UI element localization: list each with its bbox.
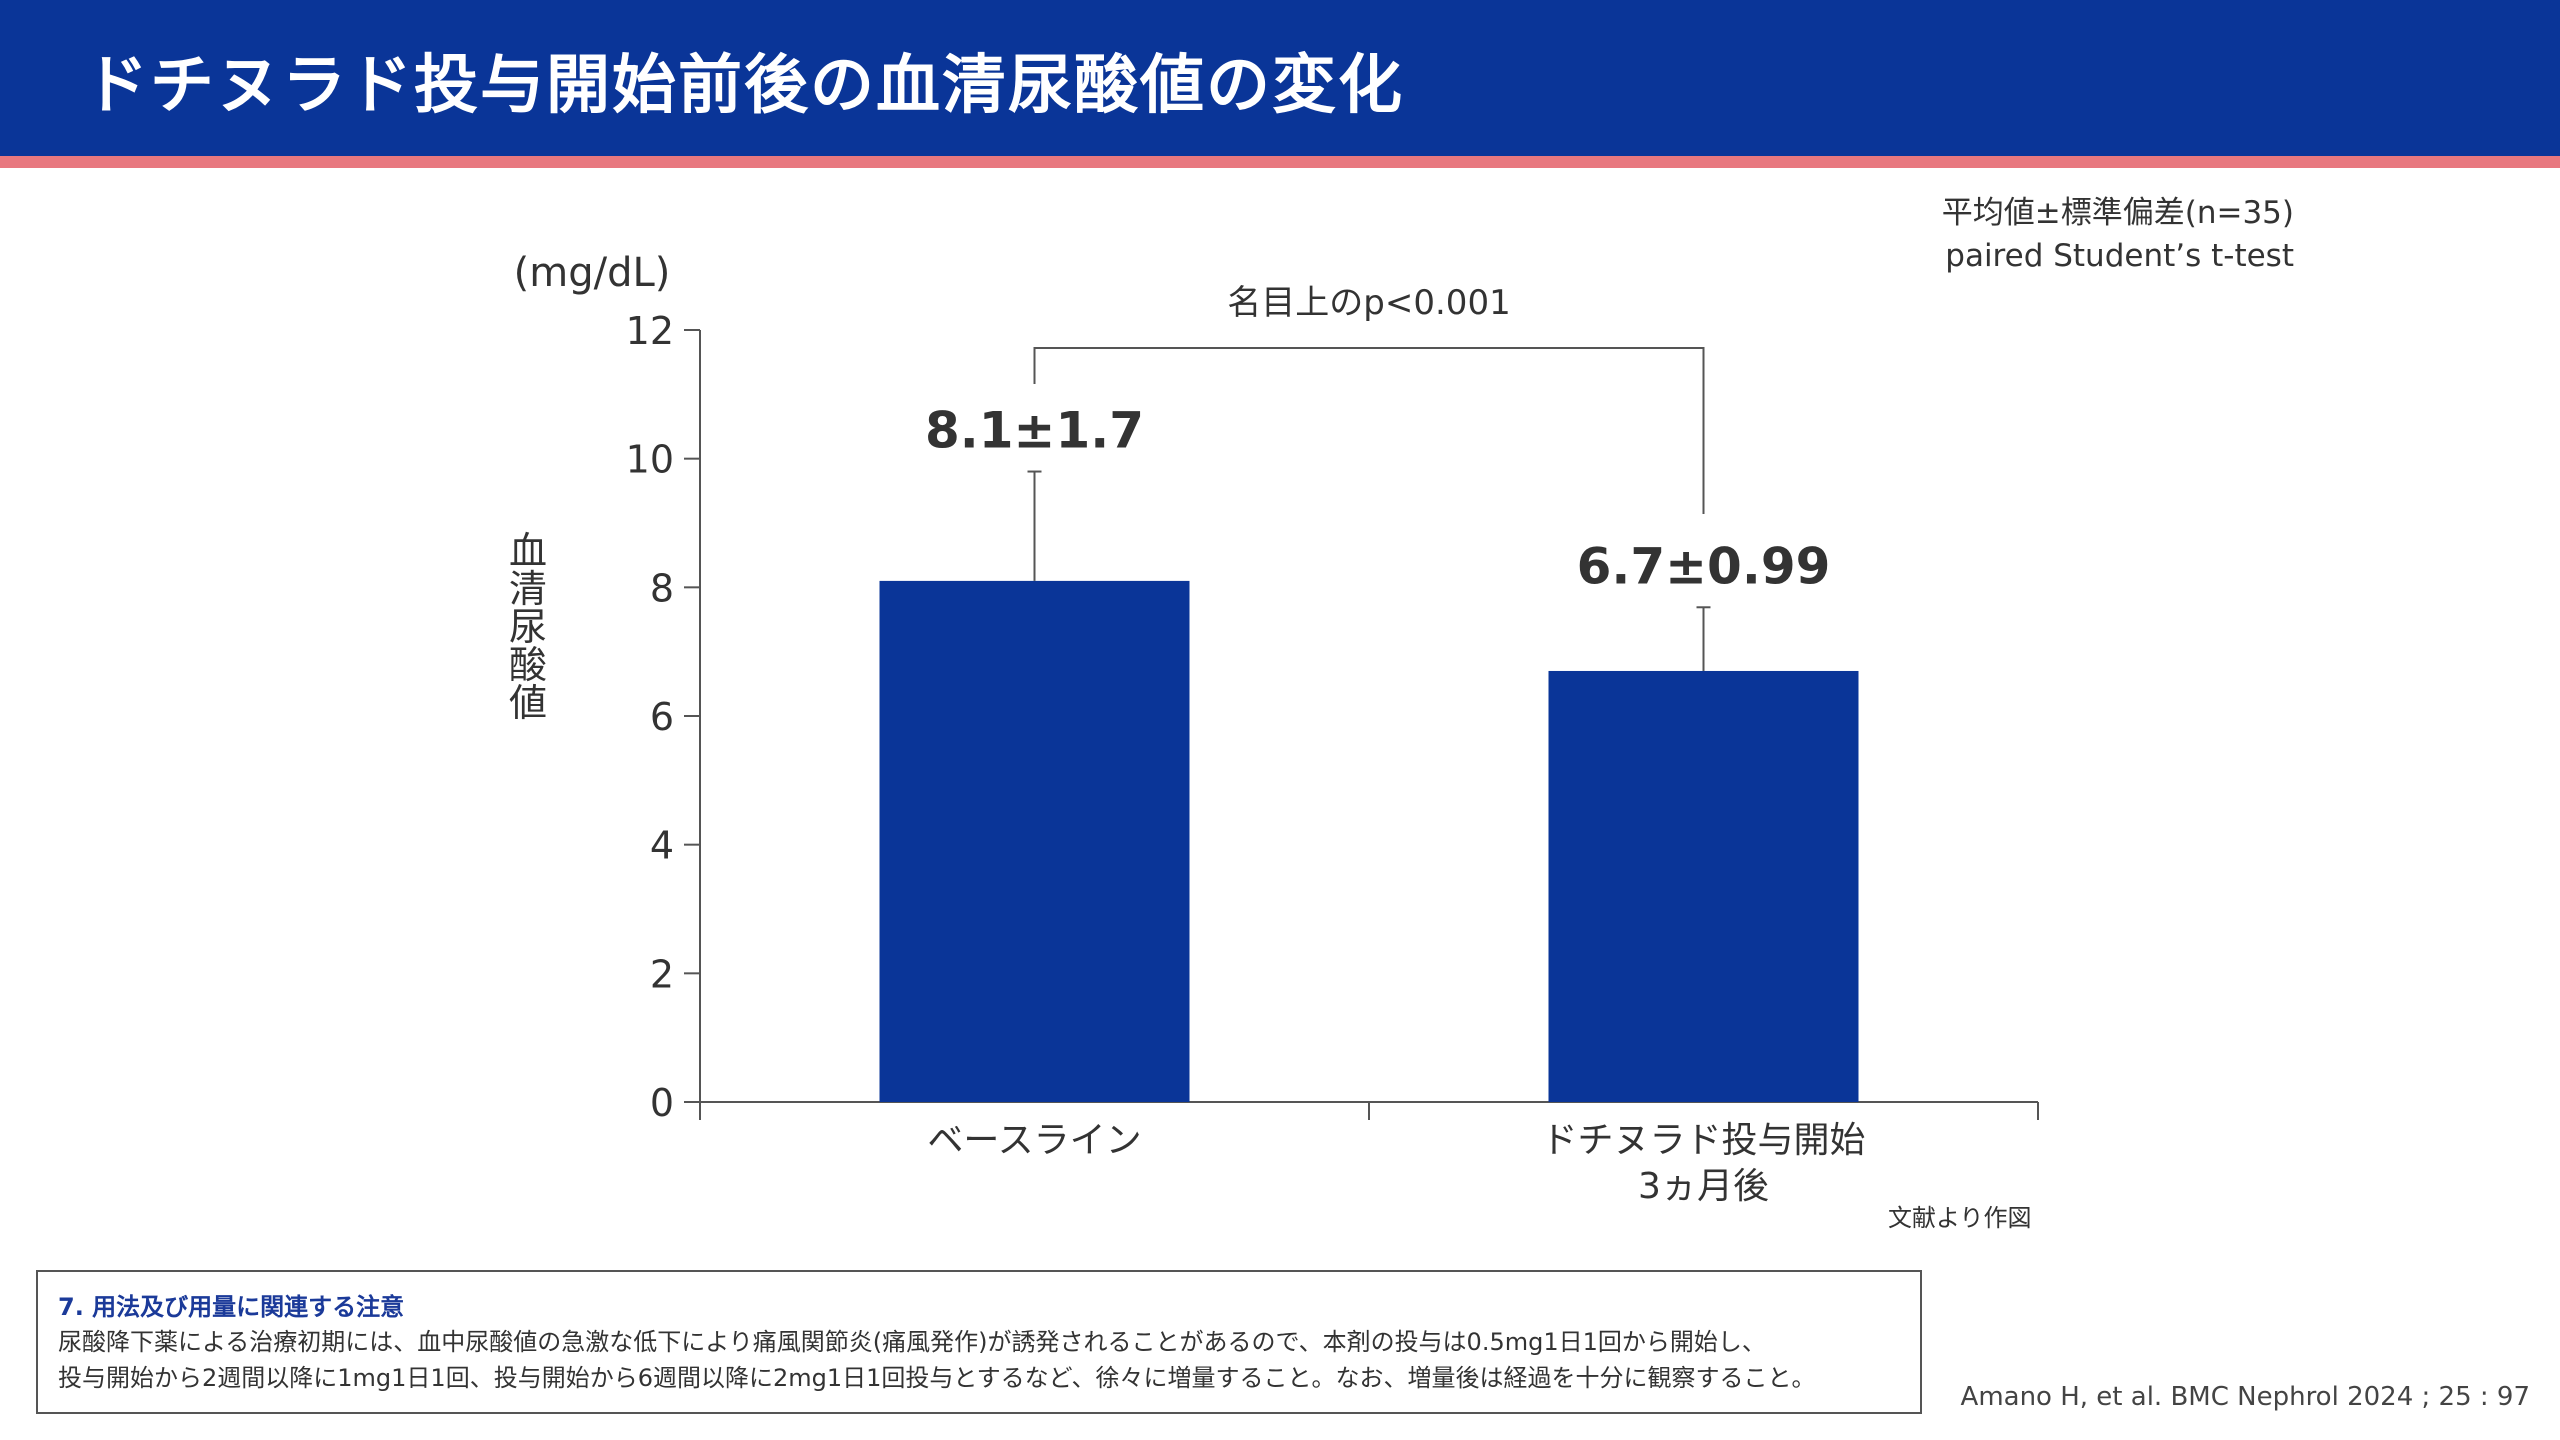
- significance-bracket: [1033, 347, 1705, 514]
- precaution-text-line-1: 尿酸降下薬による治療初期には、血中尿酸値の急激な低下により痛風関節炎(痛風発作)…: [58, 1328, 1766, 1356]
- stats-note: 平均値±標準偏差(n=35) paired Student’s t-test: [1942, 192, 2294, 278]
- x-tick-label-line: ドチヌラド投与開始: [1541, 1120, 1865, 1161]
- x-tick-label: ドチヌラド投与開始 3ヵ月後: [1541, 1120, 1865, 1207]
- page-title: ドチヌラド投与開始前後の血清尿酸値の変化: [84, 49, 1404, 123]
- y-tick-label: 8: [650, 566, 674, 610]
- x-tick-label-line: 3ヵ月後: [1638, 1166, 1769, 1207]
- y-tick-label: 4: [650, 824, 674, 868]
- bar: [1548, 670, 1859, 1102]
- title-bar: ドチヌラド投与開始前後の血清尿酸値の変化: [0, 0, 2560, 156]
- y-tick-label: 0: [650, 1081, 674, 1125]
- stats-note-summary: 平均値±標準偏差(n=35): [1941, 195, 2294, 231]
- precaution-box: 7. 用法及び用量に関連する注意 尿酸降下薬による治療初期には、血中尿酸値の急激…: [36, 1270, 1922, 1414]
- y-axis-label-char: 血: [509, 529, 547, 573]
- y-axis-label-char: 値: [509, 681, 547, 725]
- y-tick-label: 2: [650, 952, 674, 996]
- bar: [879, 580, 1190, 1102]
- accent-stripe: [0, 156, 2560, 168]
- significance-label: 名目上のp<0.001: [1227, 283, 1510, 323]
- y-tick-label: 6: [650, 695, 674, 739]
- stats-note-test: paired Student’s t-test: [1945, 238, 2294, 274]
- x-tick-label-line: ベースライン: [927, 1120, 1141, 1161]
- y-tick-label: 10: [626, 438, 674, 482]
- chart-bars: [879, 470, 1859, 1102]
- chart-axes: 0 2 4 6 8 10 12 ベースライン ドチヌラド投与開始 3ヵ月後: [626, 309, 2039, 1207]
- y-tick-label: 12: [626, 309, 674, 353]
- y-axis-label: 血清尿酸値: [509, 529, 547, 725]
- source-note: 文献より作図: [1888, 1204, 2032, 1232]
- citation: Amano H, et al. BMC Nephrol 2024 ; 25 : …: [1960, 1382, 2530, 1412]
- y-axis-label-char: 清: [509, 567, 547, 611]
- y-axis-label-char: 尿: [509, 605, 547, 649]
- y-unit-label: (mg/dL): [514, 250, 671, 296]
- data-label: 8.1±1.7: [925, 402, 1144, 460]
- data-label: 6.7±0.99: [1577, 537, 1831, 595]
- precaution-text-line-2: 投与開始から2週間以降に1mg1日1回、投与開始から6週間以降に2mg1日1回投…: [58, 1364, 1816, 1392]
- precaution-heading: 7. 用法及び用量に関連する注意: [58, 1293, 405, 1321]
- x-tick-label: ベースライン: [927, 1120, 1141, 1161]
- chart-annotations: 8.1±1.7 6.7±0.99 名目上のp<0.001: [925, 283, 1830, 595]
- y-axis-label-char: 酸: [509, 643, 547, 687]
